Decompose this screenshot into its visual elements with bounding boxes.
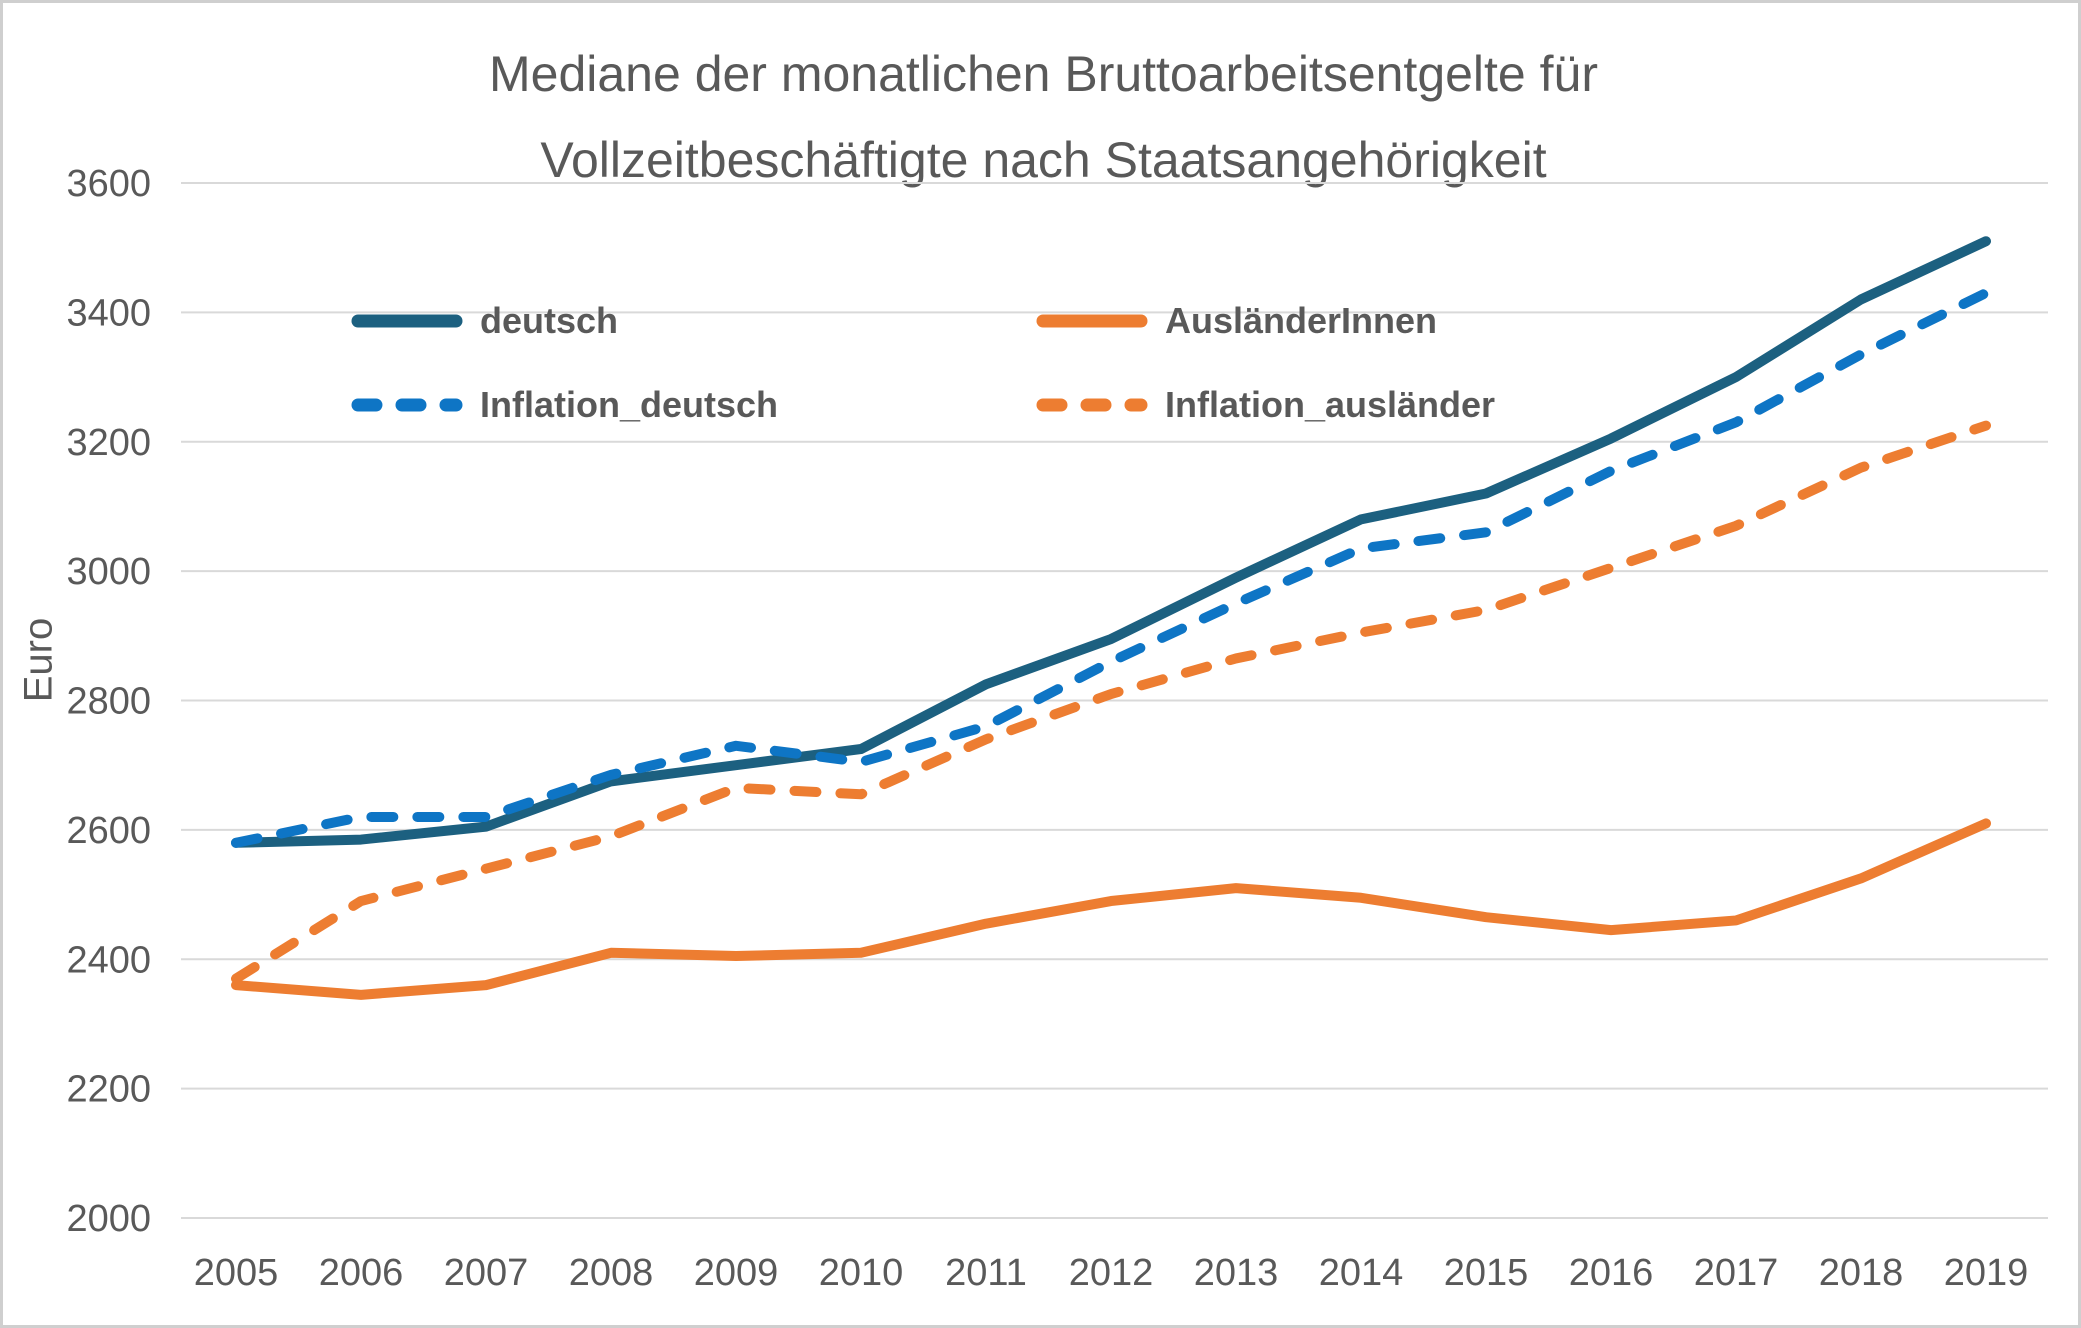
y-tick-label-3200: 3200	[66, 422, 151, 464]
series-line-deutsch	[231, 236, 1991, 848]
legend-swatch-inflation-deutsch	[351, 398, 463, 412]
y-tick-label-2600: 2600	[66, 810, 151, 852]
x-tick-label-2009: 2009	[694, 1252, 779, 1294]
y-tick-label-3400: 3400	[66, 292, 151, 334]
x-tick-label-2010: 2010	[819, 1252, 904, 1294]
x-tick-label-2012: 2012	[1069, 1252, 1154, 1294]
legend-label-deutsch: deutsch	[480, 300, 619, 341]
x-tick-label-2015: 2015	[1444, 1252, 1529, 1294]
x-tick-label-2013: 2013	[1194, 1252, 1279, 1294]
series-line-inflation-ausl-nder	[231, 420, 1991, 984]
series-line-ausl-nderinnen	[231, 818, 1991, 1000]
legend-item-inflation-auslaender: Inflation_ausländer	[1033, 384, 1496, 425]
y-tick-label-3000: 3000	[66, 551, 151, 593]
legend-item-deutsch: deutsch	[348, 300, 619, 341]
chart-title-line2: Vollzeitbeschäftigte nach Staatsangehöri…	[540, 132, 1547, 188]
x-tick-label-2005: 2005	[194, 1252, 279, 1294]
y-tick-label-3600: 3600	[66, 163, 151, 205]
y-tick-label-2400: 2400	[66, 939, 151, 981]
legend-label-inflation-deutsch: Inflation_deutsch	[480, 384, 779, 425]
x-tick-label-2008: 2008	[569, 1252, 654, 1294]
legend-label-auslaenderinnen: AusländerInnen	[1165, 300, 1438, 341]
x-tick-label-2011: 2011	[945, 1252, 1027, 1294]
x-tick-label-2016: 2016	[1569, 1252, 1654, 1294]
x-tick-label-2019: 2019	[1944, 1252, 2029, 1294]
x-tick-label-2018: 2018	[1819, 1252, 1904, 1294]
x-tick-label-2014: 2014	[1319, 1252, 1404, 1294]
chart-title-line1: Mediane der monatlichen Bruttoarbeitsent…	[489, 46, 1598, 102]
y-tick-label-2800: 2800	[66, 681, 151, 723]
legend-swatch-deutsch	[351, 314, 463, 328]
series-line-inflation-deutsch	[231, 287, 1991, 848]
legend-label-inflation-auslaender: Inflation_ausländer	[1165, 384, 1496, 425]
y-tick-label-2000: 2000	[66, 1198, 151, 1240]
x-tick-label-2017: 2017	[1694, 1252, 1779, 1294]
legend-item-inflation-deutsch: Inflation_deutsch	[348, 384, 779, 425]
legend-swatch-auslaenderinnen	[1036, 314, 1148, 328]
x-tick-label-2007: 2007	[444, 1252, 529, 1294]
legend-item-auslaenderinnen: AusländerInnen	[1033, 300, 1438, 341]
x-tick-label-2006: 2006	[319, 1252, 404, 1294]
legend-swatch-inflation-auslaender	[1036, 398, 1148, 412]
chart-title: Mediane der monatlichen Bruttoarbeitsent…	[3, 31, 2078, 203]
y-tick-label-2200: 2200	[66, 1069, 151, 1111]
plot-area: 2000 2200 2400 2600 2800 3000 3200 3400 3600 2005…	[66, 163, 2048, 1294]
